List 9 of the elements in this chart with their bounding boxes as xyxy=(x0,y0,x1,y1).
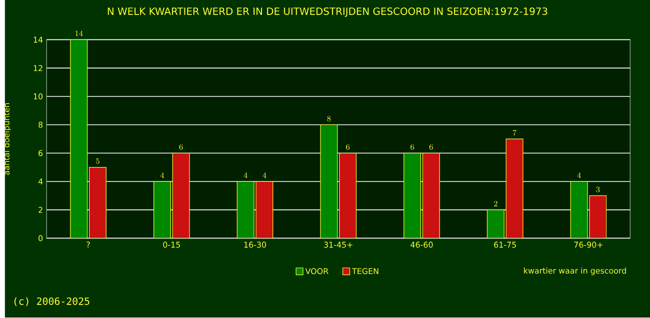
bar xyxy=(236,181,254,238)
bar xyxy=(70,40,88,238)
bar xyxy=(153,181,171,238)
bar xyxy=(320,124,338,238)
chart-title: N WELK KWARTIER WERD ER IN DE UITWEDSTRIJDEN GESCOORD IN SEIZOEN:1972-1973 xyxy=(108,8,548,18)
bar xyxy=(404,153,422,238)
bar xyxy=(570,181,588,238)
text: (c) 2006-2025 xyxy=(14,297,90,306)
bar xyxy=(486,210,504,238)
